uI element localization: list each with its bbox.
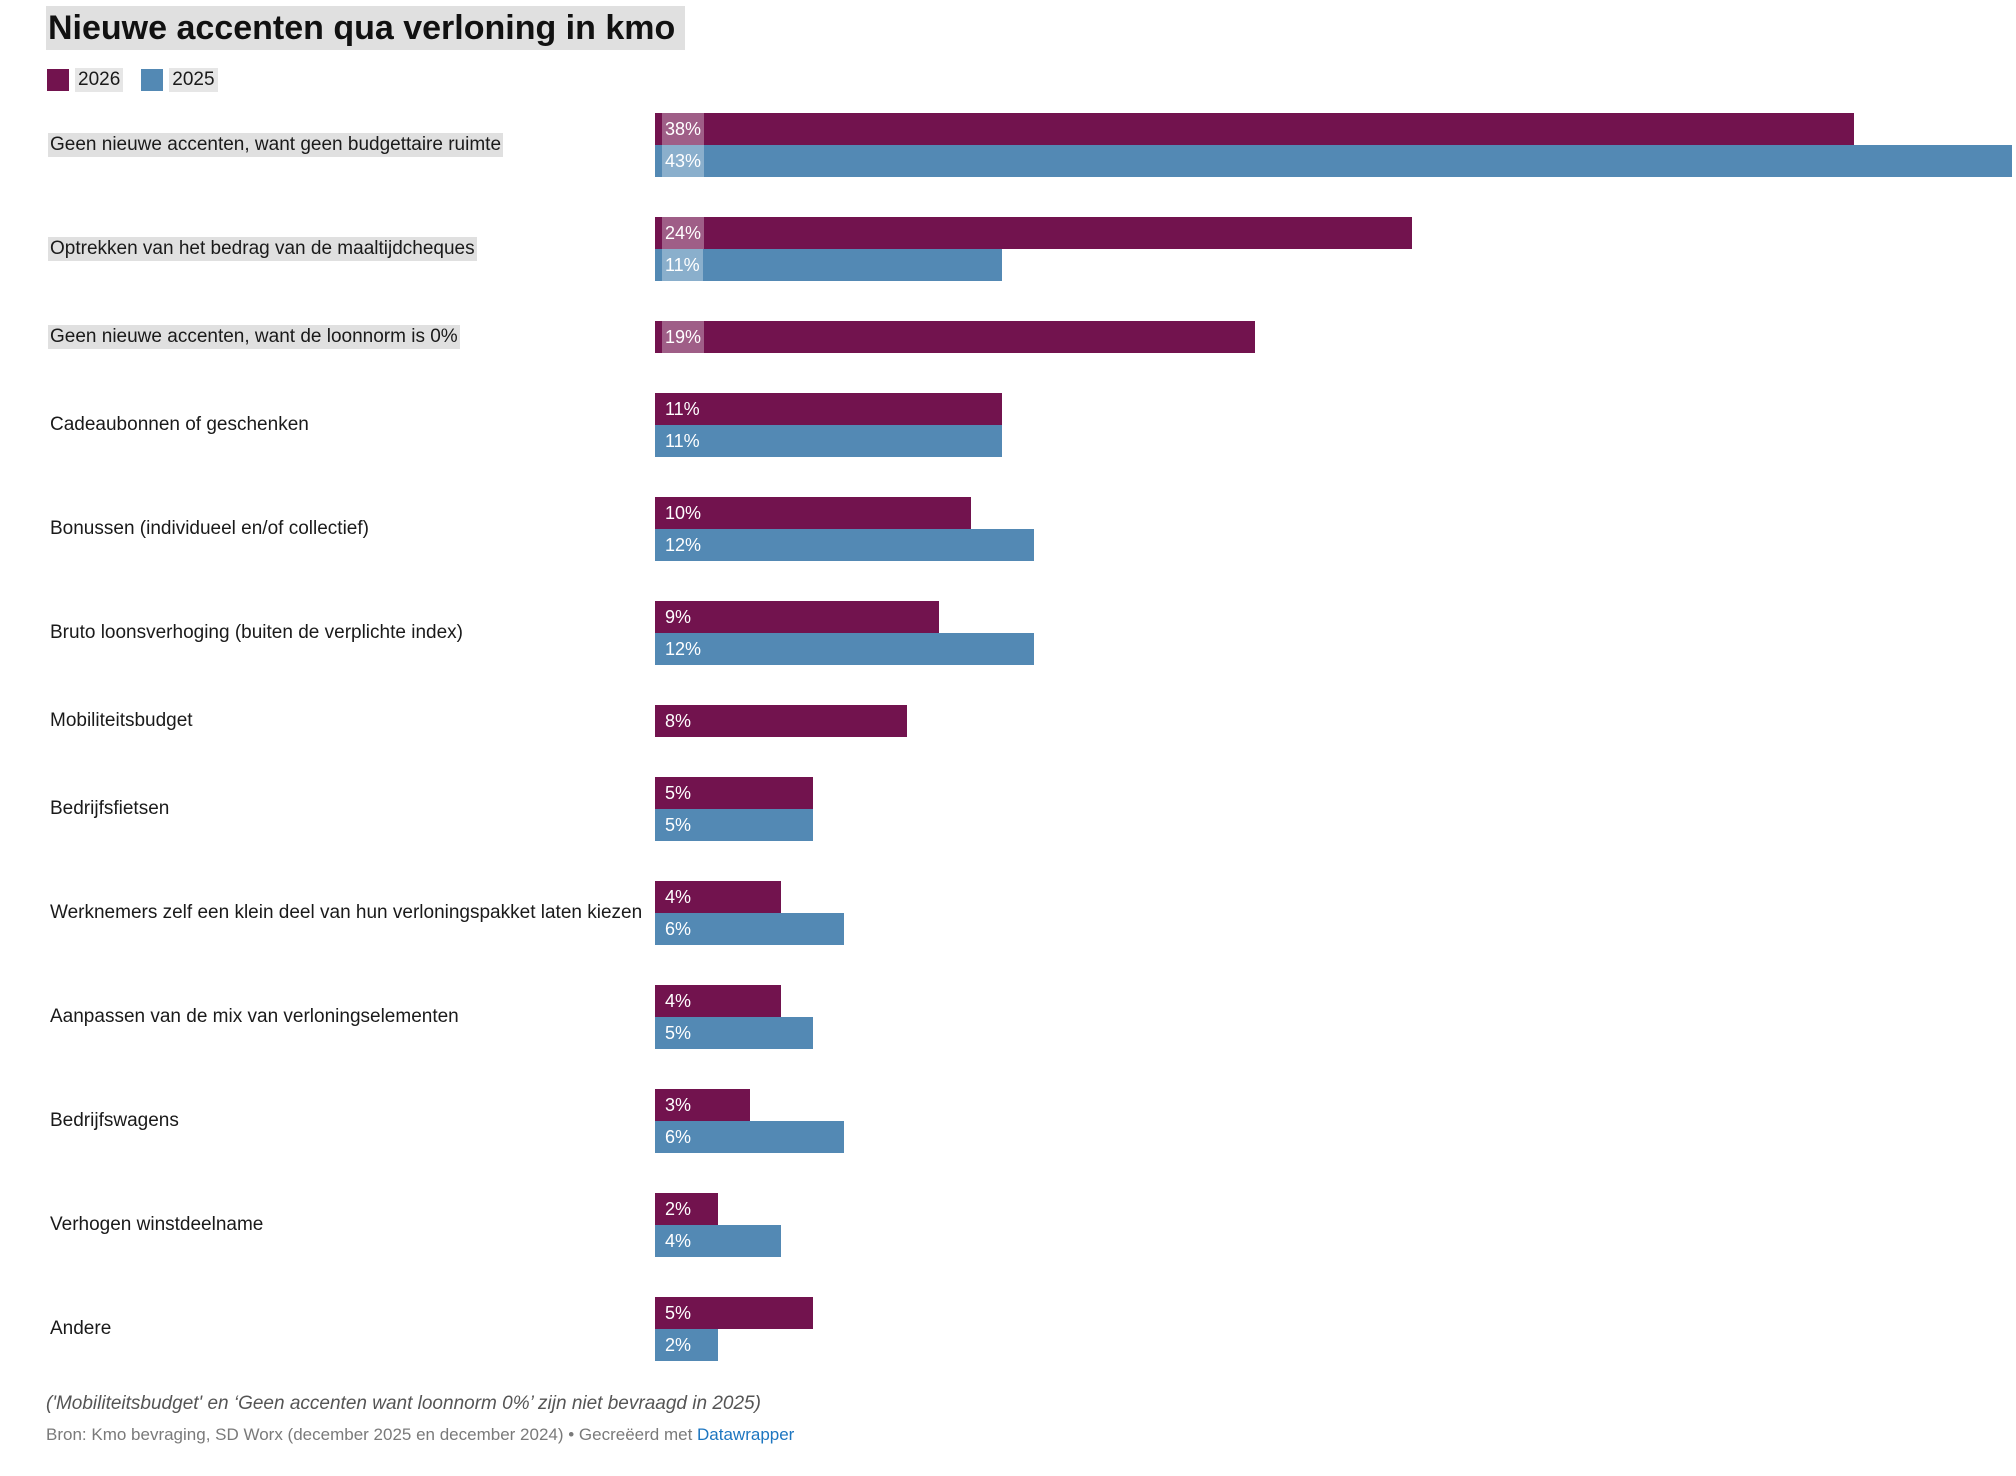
bar-2025 — [655, 913, 845, 945]
bar-2026 — [655, 601, 940, 633]
bar-2026 — [655, 705, 908, 737]
bar-value-label: 4% — [665, 1231, 692, 1251]
bar-2025 — [655, 1329, 719, 1361]
bar-value-label: 10% — [665, 503, 702, 523]
bar-2025 — [655, 529, 1034, 561]
bar-value-label: 6% — [665, 919, 692, 939]
bar-2025 — [655, 809, 813, 841]
bar-value-label: 5% — [665, 1023, 692, 1043]
bar-2026 — [655, 321, 1255, 353]
bar-value-label: 8% — [665, 711, 692, 731]
bar-2025 — [655, 1225, 782, 1257]
datawrapper-link[interactable]: Datawrapper — [697, 1425, 795, 1444]
bar-value-label: 5% — [665, 1303, 692, 1323]
category-label: Aanpassen van de mix van verloningseleme… — [50, 1006, 459, 1027]
category-label: Werknemers zelf een klein deel van hun v… — [50, 902, 643, 923]
source-line: Bron: Kmo bevraging, SD Worx (december 2… — [46, 1425, 794, 1445]
legend-item-2026: 2026 — [47, 68, 124, 92]
bar-value-label: 6% — [665, 1127, 692, 1147]
category-label: Geen nieuwe accenten, want de loonnorm i… — [48, 325, 460, 349]
bar-2026 — [655, 113, 1855, 145]
bar-2026 — [655, 777, 813, 809]
category-label: Cadeaubonnen of geschenken — [50, 414, 309, 435]
bar-value-label: 9% — [665, 607, 692, 627]
category-label: Andere — [50, 1318, 112, 1339]
bar-value-label: 2% — [665, 1199, 692, 1219]
bar-value-label: 24% — [662, 217, 705, 249]
legend-label-2026: 2026 — [75, 68, 124, 92]
bar-value-label: 5% — [665, 783, 692, 803]
legend-label-2025: 2025 — [169, 68, 218, 92]
legend-item-2025: 2025 — [141, 68, 218, 92]
bar-value-label: 4% — [665, 887, 692, 907]
bar-value-label: 4% — [665, 991, 692, 1011]
bar-2025 — [655, 425, 1003, 457]
source-text: Bron: Kmo bevraging, SD Worx (december 2… — [46, 1425, 698, 1444]
category-label: Verhogen winstdeelname — [50, 1214, 264, 1235]
bar-value-label: 38% — [662, 113, 705, 145]
bar-value-label: 12% — [665, 639, 702, 659]
bar-2026 — [655, 1089, 750, 1121]
bar-2025 — [655, 1017, 813, 1049]
category-label: Bedrijfswagens — [50, 1110, 179, 1131]
category-label: Mobiliteitsbudget — [50, 710, 193, 731]
bar-2026 — [655, 393, 1003, 425]
chart-title: Nieuwe accenten qua verloning in kmo — [46, 6, 686, 50]
bar-value-label: 11% — [665, 431, 700, 451]
legend-swatch-2026 — [47, 69, 69, 91]
bar-2026 — [655, 497, 971, 529]
bar-value-label: 3% — [665, 1095, 692, 1115]
legend-swatch-2025 — [141, 69, 164, 91]
bar-2026 — [655, 985, 782, 1017]
category-label: Optrekken van het bedrag van de maaltijd… — [48, 237, 477, 261]
bar-2025 — [655, 145, 2012, 177]
bar-value-label: 2% — [665, 1335, 692, 1355]
bar-value-label: 43% — [662, 145, 705, 177]
category-label: Geen nieuwe accenten, want geen budgetta… — [48, 133, 504, 157]
bar-2026 — [655, 1193, 719, 1225]
category-label: Bedrijfsfietsen — [50, 798, 170, 819]
bar-value-label: 19% — [662, 321, 705, 353]
bar-2025 — [655, 1121, 845, 1153]
chart-note: ('Mobiliteitsbudget' en ‘Geen accenten w… — [46, 1393, 761, 1414]
bar-2025 — [655, 249, 1003, 281]
legend: 2026 2025 — [47, 66, 236, 94]
bar-2025 — [655, 633, 1034, 665]
category-label: Bonussen (individueel en/of collectief) — [50, 518, 369, 539]
bar-2026 — [655, 217, 1413, 249]
bar-value-label: 11% — [665, 399, 700, 419]
bar-value-label: 11% — [662, 249, 703, 281]
bar-value-label: 12% — [665, 535, 702, 555]
bar-2026 — [655, 881, 782, 913]
bar-2026 — [655, 1297, 813, 1329]
category-label: Bruto loonsverhoging (buiten de verplich… — [50, 622, 463, 643]
bar-chart: Geen nieuwe accenten, want geen budgetta… — [48, 113, 2012, 1361]
bar-value-label: 5% — [665, 815, 692, 835]
